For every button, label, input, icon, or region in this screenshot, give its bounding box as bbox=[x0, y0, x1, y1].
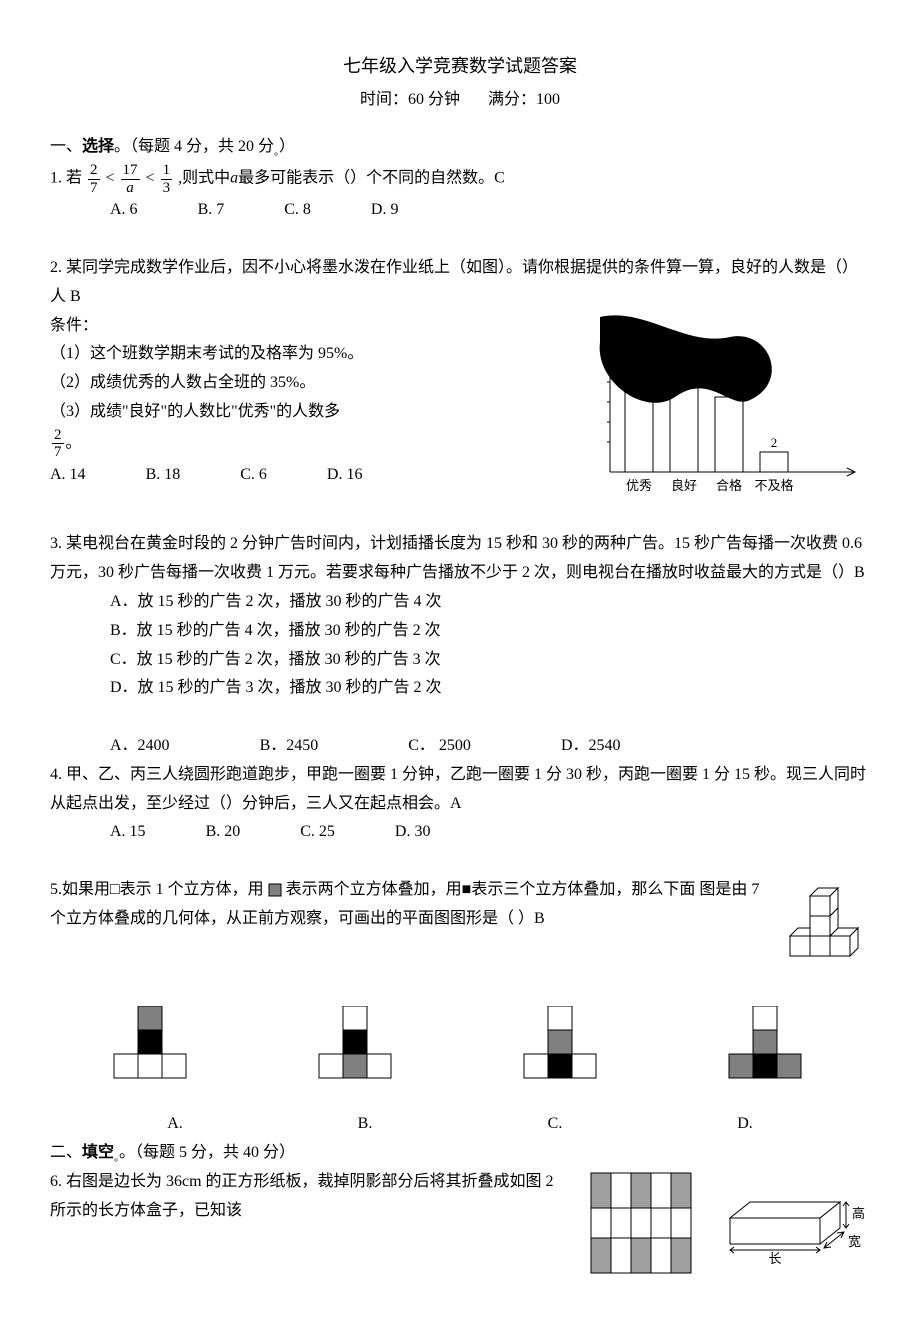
q2-frac-line: 27。 bbox=[50, 427, 574, 461]
section-1-tail: ） bbox=[279, 138, 295, 155]
q1-post: ,则式中 bbox=[178, 170, 230, 187]
q5-lab-c: C. bbox=[495, 1110, 615, 1139]
q6-hei-label: 高 bbox=[852, 1206, 865, 1221]
q1-opt-c: C. 8 bbox=[284, 196, 311, 225]
q3-oB: B．放 15 秒的广告 4 次，播放 30 秒的广告 2 次 bbox=[50, 617, 870, 646]
q1-stem: 1. 若 27 < 17a < 13 ,则式中a最多可能表示（）个不同的自然数。… bbox=[50, 162, 870, 196]
q4-line1: 4. 甲、乙、丙三人绕圆形跑道跑步，甲跑一圈要 1 分钟，乙跑一圈要 1 分 3… bbox=[50, 761, 870, 819]
q2-frac: 27 bbox=[52, 427, 64, 461]
q2-c2: （2）成绩优秀的人数占全班的 35%。 bbox=[50, 369, 574, 398]
q1-f3-den: 3 bbox=[161, 180, 173, 197]
q5-option-diagrams bbox=[50, 1006, 870, 1096]
q1-lt2: < bbox=[146, 170, 159, 187]
q5-cube-fig bbox=[770, 876, 870, 966]
q4-opt-b: B. 20 bbox=[206, 818, 241, 847]
q2-c1: （1）这个班数学期末考试的及格率为 95%。 bbox=[50, 340, 574, 369]
q2-frac-den: 7 bbox=[52, 444, 64, 461]
q1-opt-b: B. 7 bbox=[198, 196, 225, 225]
q2-options: A. 14 B. 18 C. 6 D. 16 bbox=[50, 461, 574, 490]
q3-extra: A．2400 B．2450 C． 2500 D．2540 bbox=[50, 732, 870, 761]
q1-pre: 1. 若 bbox=[50, 170, 82, 187]
q1-f2-den: a bbox=[121, 180, 140, 197]
q6-line1: 6. 右图是边长为 36cm 的正方形纸板，裁掉阴影部分后将其折叠成如图 2 所… bbox=[50, 1168, 566, 1226]
section-2-bold: 填空 bbox=[82, 1144, 114, 1161]
q3-line1: 3. 某电视台在黄金时段的 2 分钟广告时间内，计划插播长度为 15 秒和 30… bbox=[50, 530, 870, 588]
svg-text:不及格: 不及格 bbox=[754, 478, 793, 493]
gray-square-icon bbox=[268, 883, 282, 897]
q1-frac1: 27 bbox=[88, 162, 100, 196]
exam-title: 七年级入学竞赛数学试题答案 bbox=[50, 50, 870, 82]
section-1-bold: 选择 bbox=[82, 138, 114, 155]
q6-box-fig: 长 宽 高 bbox=[720, 1178, 870, 1268]
q5-diag-a bbox=[98, 1006, 208, 1096]
q2-cond-head: 条件： bbox=[50, 312, 574, 341]
fullmark-label: 满分：100 bbox=[488, 91, 560, 108]
q5-diag-b bbox=[303, 1006, 413, 1096]
q1-post2: 最多可能表示（）个不同的自然数。C bbox=[238, 170, 505, 187]
q3-extra-b: B．2450 bbox=[260, 732, 319, 761]
q1-frac2: 17a bbox=[121, 162, 140, 196]
q3-oC: C．放 15 秒的广告 2 次，播放 30 秒的广告 3 次 bbox=[50, 646, 870, 675]
q2-opt-c: C. 6 bbox=[240, 461, 267, 490]
q1-f1-num: 2 bbox=[88, 162, 100, 180]
section-2-suffix: 。（每题 5 分，共 40 分） bbox=[119, 1144, 295, 1161]
q5-diag-d bbox=[713, 1006, 823, 1096]
time-label: 时间：60 分钟 bbox=[360, 91, 460, 108]
q2-opt-b: B. 18 bbox=[146, 461, 181, 490]
q2-frac-num: 2 bbox=[52, 427, 64, 445]
q5-lab-b: B. bbox=[305, 1110, 425, 1139]
q6-net-fig bbox=[586, 1168, 696, 1278]
section-1-heading: 一、选择。（每题 4 分，共 20 分。） bbox=[50, 133, 870, 162]
q4-opt-d: D. 30 bbox=[395, 818, 431, 847]
q5-diag-c bbox=[508, 1006, 618, 1096]
exam-subtitle: 时间：60 分钟 满分：100 bbox=[50, 86, 870, 115]
q6-len-label: 长 bbox=[768, 1251, 781, 1266]
q1-f2-num: 17 bbox=[121, 162, 140, 180]
section-1-prefix: 一、 bbox=[50, 138, 82, 155]
q1-avar: a bbox=[230, 170, 238, 187]
q2-opt-d: D. 16 bbox=[327, 461, 363, 490]
q2-chart: 2 优秀 良好 合格 不及格 bbox=[590, 312, 870, 502]
q3-extra-d: D．2540 bbox=[561, 732, 621, 761]
q1-f3-num: 1 bbox=[161, 162, 173, 180]
svg-text:优秀: 优秀 bbox=[626, 478, 652, 493]
q2-opt-a: A. 14 bbox=[50, 461, 86, 490]
q1-options: A. 6 B. 7 C. 8 D. 9 bbox=[50, 196, 870, 225]
q4-opt-a: A. 15 bbox=[110, 818, 146, 847]
q4-opt-c: C. 25 bbox=[300, 818, 335, 847]
section-2-prefix: 二、 bbox=[50, 1144, 82, 1161]
section-2-heading: 二、填空。。（每题 5 分，共 40 分） bbox=[50, 1139, 870, 1168]
q1-opt-d: D. 9 bbox=[371, 196, 399, 225]
q5-lab-d: D. bbox=[685, 1110, 805, 1139]
q5-line1: 5.如果用□表示 1 个立方体，用 bbox=[50, 881, 264, 898]
q3-oA: A．放 15 秒的广告 2 次，播放 30 秒的广告 4 次 bbox=[50, 588, 870, 617]
q3-extra-c: C． 2500 bbox=[408, 732, 471, 761]
q2-frac-tail: 。 bbox=[66, 434, 82, 451]
q5-option-labels: A. B. C. D. bbox=[50, 1110, 870, 1139]
q6-wid-label: 宽 bbox=[848, 1234, 861, 1249]
q4-options: A. 15 B. 20 C. 25 D. 30 bbox=[50, 818, 870, 847]
q2-bar-label: 2 bbox=[771, 435, 778, 450]
q5-line1b: 表示两个立方体叠加，用■表示三个立方体叠加，那么下面 bbox=[286, 881, 696, 898]
section-1-suffix: 。（每题 4 分，共 20 分 bbox=[114, 138, 274, 155]
q1-f1-den: 7 bbox=[88, 180, 100, 197]
svg-text:良好: 良好 bbox=[671, 478, 697, 493]
svg-text:合格: 合格 bbox=[716, 478, 742, 493]
q1-lt1: < bbox=[106, 170, 119, 187]
q2-c3: （3）成绩"良好"的人数比"优秀"的人数多 bbox=[50, 398, 574, 427]
q2-line1: 2. 某同学完成数学作业后，因不小心将墨水泼在作业纸上（如图）。请你根据提供的条… bbox=[50, 254, 870, 312]
q5-lab-a: A. bbox=[115, 1110, 235, 1139]
q3-oD: D．放 15 秒的广告 3 次，播放 30 秒的广告 2 次 bbox=[50, 674, 870, 703]
q3-extra-a: A．2400 bbox=[110, 732, 170, 761]
q1-frac3: 13 bbox=[161, 162, 173, 196]
q1-opt-a: A. 6 bbox=[110, 196, 138, 225]
